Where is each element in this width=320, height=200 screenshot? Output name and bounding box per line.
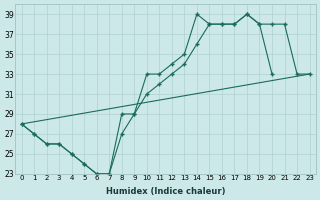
X-axis label: Humidex (Indice chaleur): Humidex (Indice chaleur)	[106, 187, 225, 196]
